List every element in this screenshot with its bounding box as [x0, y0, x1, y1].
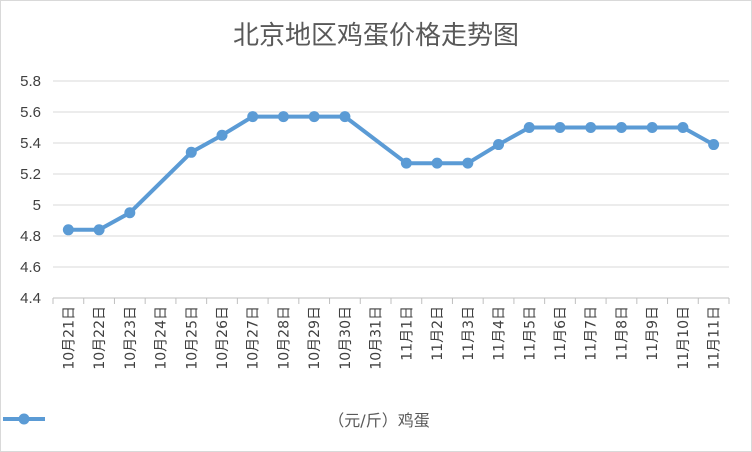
x-tick-label: 11月10日	[676, 306, 692, 370]
y-tick-label: 5.4	[20, 135, 41, 152]
data-point	[216, 129, 228, 141]
y-tick-label: 4.4	[20, 290, 41, 307]
data-point	[277, 111, 289, 123]
x-tick-label: 10月31日	[369, 306, 385, 370]
x-tick-label: 11月8日	[614, 306, 630, 361]
x-tick-label: 11月2日	[430, 306, 446, 361]
x-tick-label: 11月9日	[645, 306, 661, 361]
data-point	[124, 207, 136, 219]
legend-label: （元/斤）鸡蛋	[328, 411, 430, 430]
data-point	[462, 157, 474, 169]
data-point	[493, 139, 505, 151]
x-tick-label: 10月28日	[276, 306, 292, 370]
x-tick-label: 10月27日	[246, 306, 262, 370]
data-point	[400, 157, 412, 169]
data-point	[308, 111, 320, 123]
legend: （元/斤）鸡蛋	[1, 407, 751, 431]
data-point	[339, 111, 351, 123]
data-point	[585, 122, 597, 133]
data-point	[708, 139, 720, 151]
x-tick-label: 10月23日	[123, 306, 139, 370]
y-tick-label: 4.6	[20, 259, 41, 276]
x-tick-label: 11月3日	[461, 306, 477, 361]
data-point	[185, 146, 197, 158]
data-point	[615, 122, 627, 133]
data-point	[677, 122, 689, 133]
x-tick-label: 10月26日	[215, 306, 231, 370]
x-tick-label: 11月11日	[707, 306, 723, 370]
data-point	[554, 122, 566, 133]
x-tick-label: 10月22日	[92, 306, 108, 370]
x-tick-label: 10月25日	[184, 306, 200, 370]
data-point	[247, 111, 259, 123]
x-tick-label: 11月1日	[399, 306, 415, 361]
legend-marker	[3, 413, 45, 425]
x-tick-label: 11月6日	[553, 306, 569, 361]
x-tick-label: 10月21日	[61, 306, 77, 370]
y-tick-label: 5.8	[20, 73, 41, 90]
chart-title: 北京地区鸡蛋价格走势图	[232, 21, 519, 51]
x-tick-label: 11月5日	[522, 306, 538, 361]
data-point	[93, 224, 105, 236]
data-point	[431, 157, 443, 169]
x-tick-label: 10月30日	[338, 306, 354, 370]
series-line	[68, 114, 715, 232]
x-tick-label: 10月24日	[154, 306, 170, 370]
x-tick-label: 11月4日	[492, 306, 508, 361]
y-tick-label: 5	[33, 197, 41, 214]
x-tick-label: 11月7日	[584, 306, 600, 361]
data-point	[62, 224, 74, 236]
x-tick-label: 10月29日	[307, 306, 323, 370]
y-tick-label: 5.6	[20, 104, 41, 121]
data-point	[523, 122, 535, 133]
data-point	[646, 122, 658, 133]
y-tick-label: 5.2	[20, 166, 41, 183]
y-tick-label: 4.8	[20, 228, 41, 245]
